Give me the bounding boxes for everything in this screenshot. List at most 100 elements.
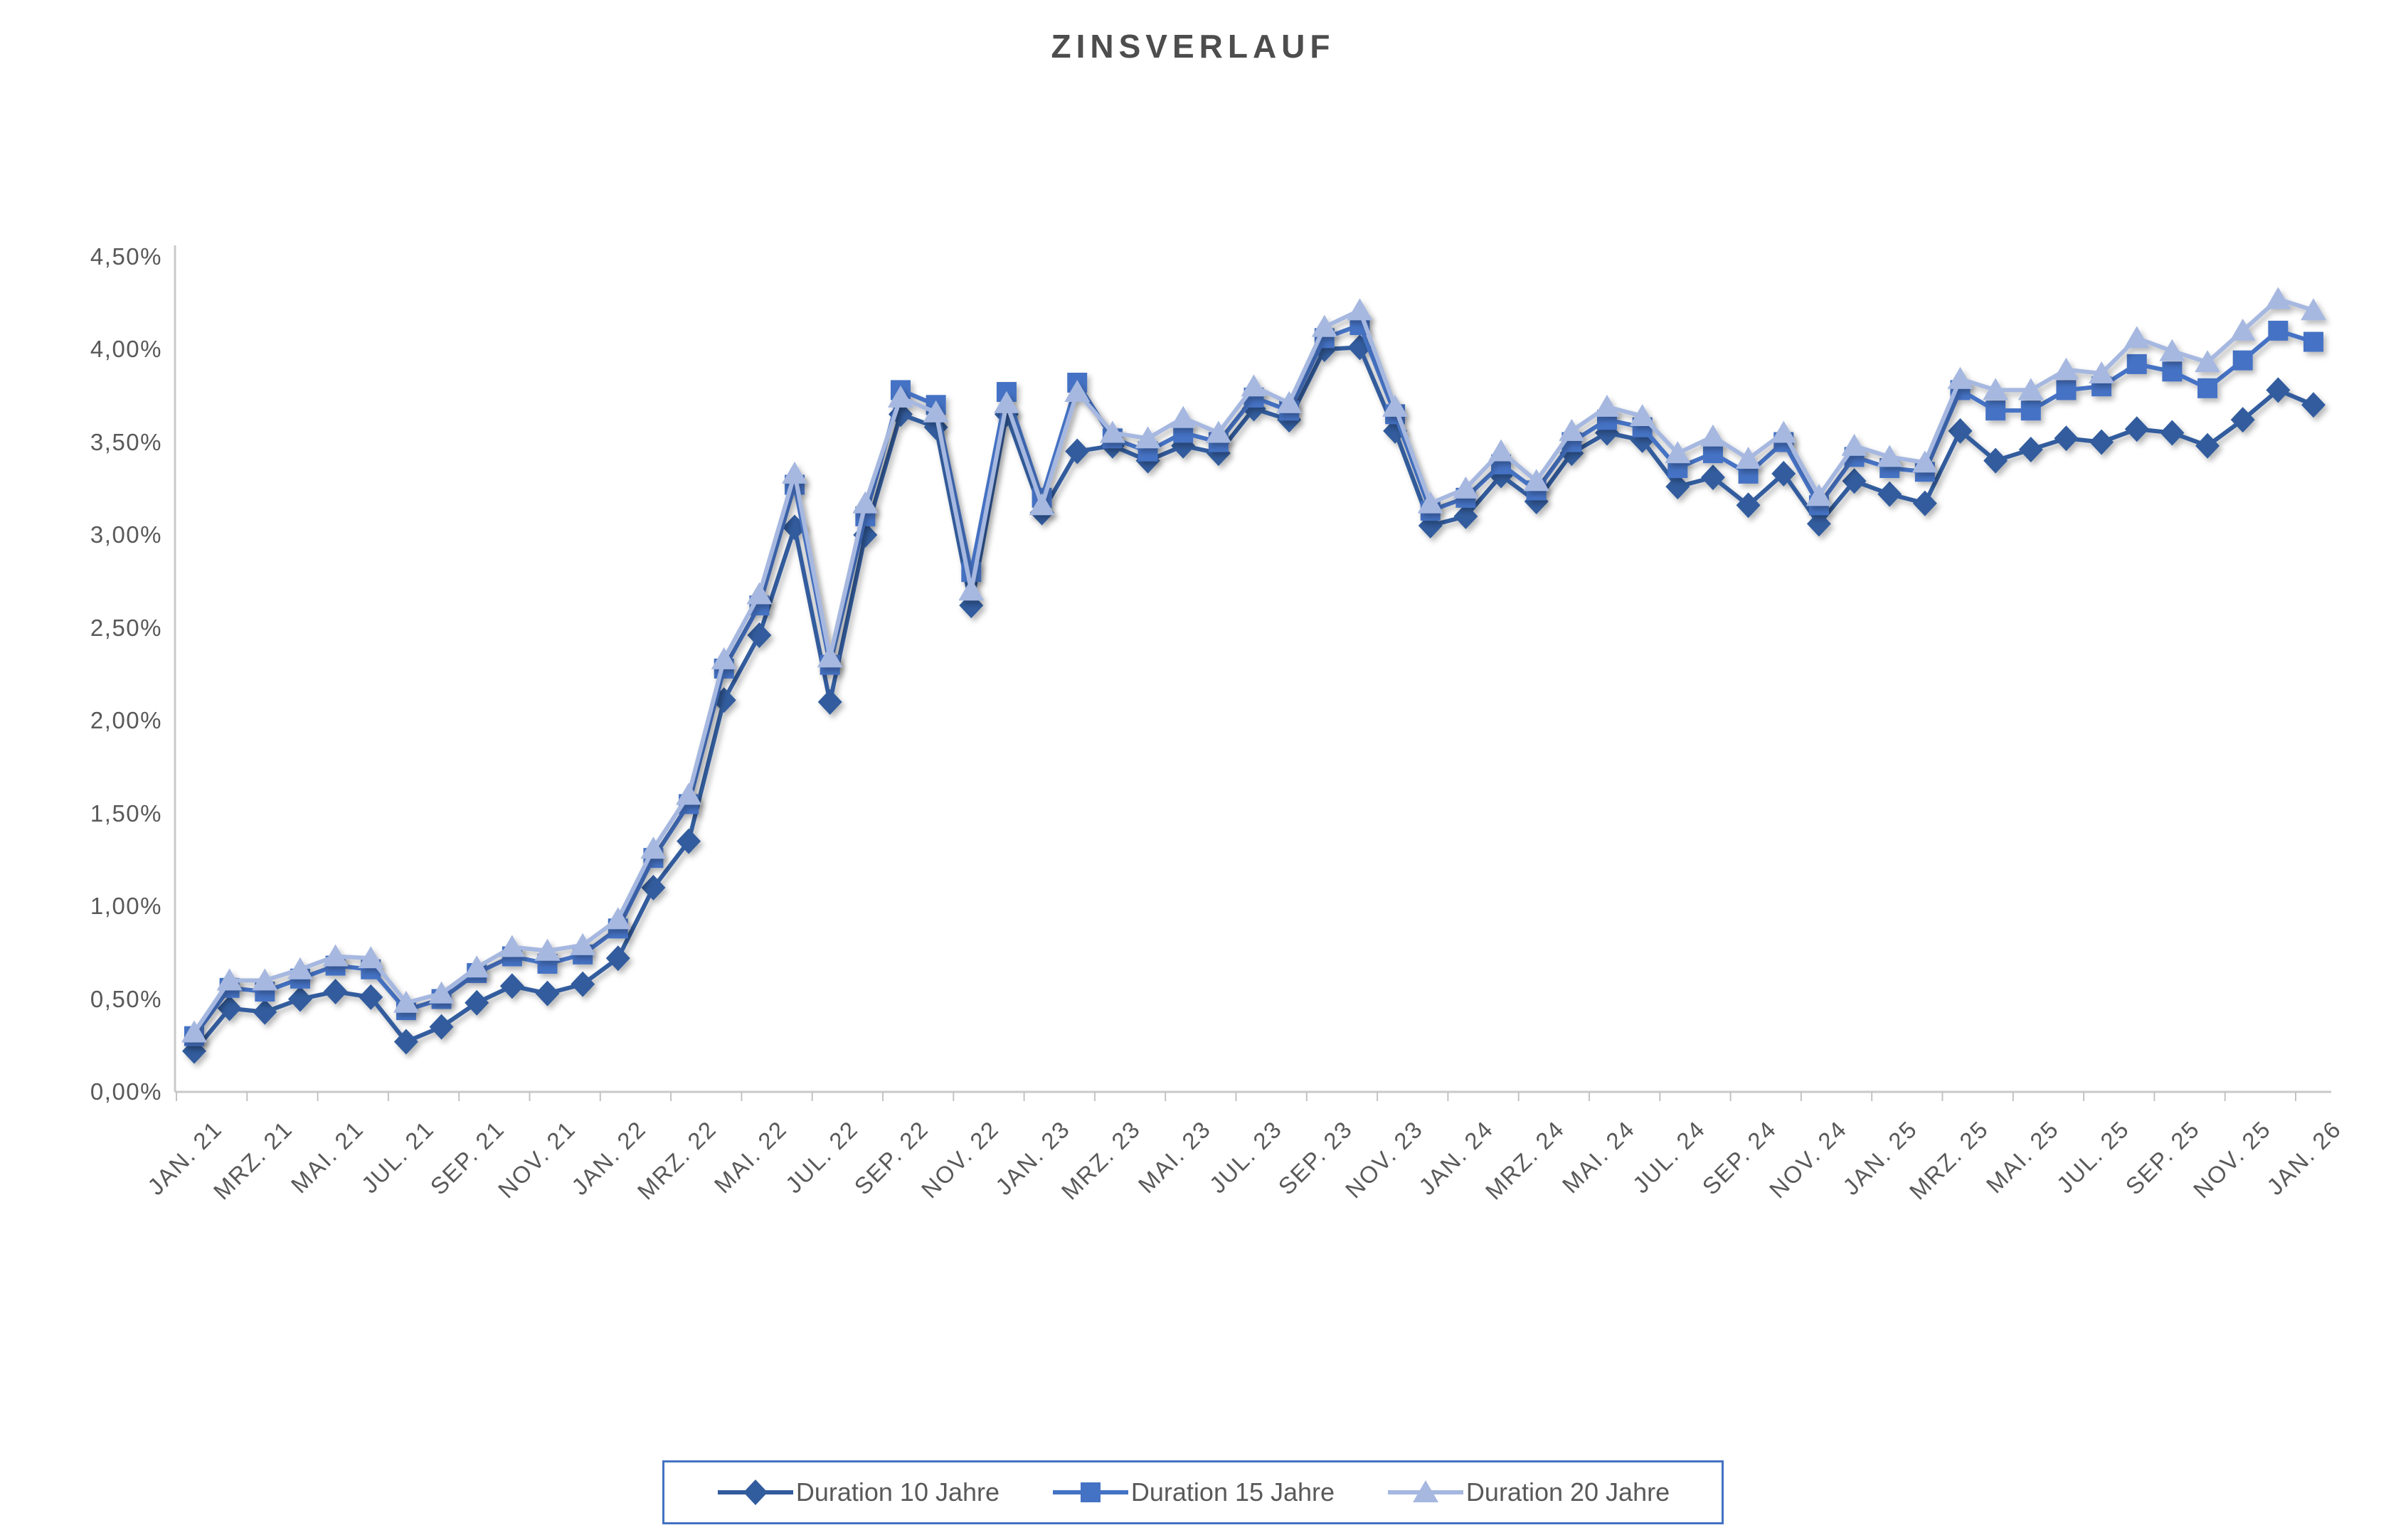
triangle-marker-icon: [1347, 298, 1373, 321]
triangle-marker-icon: [358, 946, 384, 969]
triangle-marker-icon: [2195, 350, 2221, 373]
triangle-marker-icon: [1064, 380, 1091, 403]
triangle-marker-icon: [852, 491, 879, 514]
triangle-marker-icon: [1241, 374, 1267, 397]
series-line: [192, 323, 2314, 1038]
diamond-marker-icon: [1983, 447, 2008, 474]
square-marker-icon: [2268, 320, 2289, 341]
triangle-marker-icon: [1387, 1480, 1463, 1502]
diamond-marker-icon: [605, 945, 630, 972]
axes: [174, 245, 2331, 1101]
diamond-marker-icon: [2195, 432, 2220, 459]
triangle-marker-icon: [1947, 366, 1973, 389]
triangle-marker-icon: [1629, 403, 1655, 426]
diamond-marker-icon: [499, 973, 524, 999]
triangle-marker-icon: [993, 391, 1019, 413]
triangle-marker-icon: [1099, 420, 1125, 443]
triangle-marker-icon: [1594, 394, 1620, 417]
diamond-marker-icon: [1806, 511, 1831, 537]
triangle-marker-icon: [711, 647, 737, 669]
diamond-marker-icon: [1912, 490, 1937, 516]
triangle-marker-icon: [393, 990, 419, 1013]
triangle-marker-icon: [1841, 433, 1867, 456]
triangle-marker-icon: [2229, 318, 2256, 341]
square-marker-icon: [2162, 361, 2183, 382]
square-marker-icon: [1985, 400, 2006, 421]
triangle-marker-icon: [1912, 450, 1938, 473]
diamond-marker-icon: [359, 984, 383, 1010]
diamond-marker-icon: [747, 622, 772, 648]
y-axis-label: 3,00%: [90, 521, 162, 548]
triangle-marker-icon: [2123, 326, 2150, 349]
triangle-marker-icon: [1417, 491, 1443, 514]
triangle-marker-icon: [1453, 476, 1479, 499]
triangle-marker-icon: [1523, 469, 1549, 492]
triangle-marker-icon: [1771, 420, 1797, 443]
square-marker-icon: [2056, 380, 2077, 400]
triangle-marker-icon: [782, 461, 808, 484]
triangle-marker-icon: [287, 957, 313, 979]
diamond-marker-icon: [677, 828, 701, 854]
triangle-marker-icon: [817, 645, 843, 668]
diamond-marker-icon: [323, 979, 348, 1005]
legend-item-duration-15-jahre: Duration 15 Jahre: [1051, 1475, 1335, 1509]
triangle-marker-icon: [428, 981, 455, 1004]
y-axis-label: 2,50%: [90, 614, 162, 641]
triangle-marker-icon: [1488, 439, 1515, 462]
diamond-marker-icon: [253, 999, 277, 1025]
diamond-marker-icon: [465, 989, 489, 1016]
diamond-marker-icon: [1065, 438, 1090, 464]
triangle-marker-icon: [252, 968, 278, 991]
triangle-marker-icon: [1382, 394, 1409, 417]
square-marker-icon: [2303, 331, 2323, 352]
triangle-marker-icon: [1170, 405, 1197, 428]
diamond-marker-icon: [2301, 392, 2326, 418]
y-axis-label: 2,00%: [90, 707, 162, 733]
square-marker-icon: [2020, 400, 2041, 421]
square-marker-icon: [2232, 350, 2253, 371]
triangle-marker-icon: [2053, 357, 2079, 380]
triangle-marker-icon: [1806, 484, 1832, 506]
square-marker-icon: [1702, 443, 1723, 464]
triangle-marker-icon: [464, 955, 490, 978]
y-axis-label: 1,50%: [90, 800, 162, 827]
diamond-marker-icon: [1877, 481, 1902, 507]
y-axis-label: 0,00%: [90, 1078, 162, 1105]
diamond-marker-icon: [817, 689, 842, 715]
triangle-marker-icon: [958, 578, 985, 601]
diamond-marker-icon: [1736, 492, 1761, 519]
diamond-marker-icon: [1948, 418, 1973, 444]
triangle-marker-icon: [322, 944, 349, 967]
triangle-marker-icon: [2018, 378, 2044, 400]
diamond-marker-icon: [571, 971, 595, 997]
triangle-marker-icon: [2159, 339, 2185, 361]
y-axis-label: 3,50%: [90, 428, 162, 455]
diamond-marker-icon: [287, 986, 312, 1012]
diamond-marker-icon: [1771, 460, 1796, 487]
triangle-marker-icon: [216, 968, 243, 991]
diamond-marker-icon: [535, 980, 560, 1007]
legend-label: Duration 20 Jahre: [1465, 1477, 1670, 1507]
diamond-marker-icon: [2124, 416, 2149, 442]
triangle-marker-icon: [1983, 378, 2009, 400]
triangle-marker-icon: [888, 385, 913, 408]
triangle-marker-icon: [1205, 420, 1231, 443]
diamond-marker-icon: [1665, 474, 1690, 500]
series-duration-15-jahre: [184, 315, 2323, 1046]
triangle-marker-icon: [2265, 287, 2291, 309]
triangle-marker-icon: [605, 907, 631, 930]
legend-label: Duration 10 Jahre: [795, 1477, 1000, 1507]
square-marker-icon: [2126, 354, 2147, 374]
y-axis-label: 4,50%: [90, 243, 162, 270]
diamond-marker-icon: [2018, 436, 2043, 462]
triangle-marker-icon: [640, 837, 667, 859]
chart-title: ZINSVERLAUF: [1051, 28, 1335, 65]
triangle-marker-icon: [923, 400, 949, 423]
triangle-marker-icon: [1276, 391, 1303, 413]
diamond-marker-icon: [2160, 420, 2185, 446]
triangle-marker-icon: [676, 782, 702, 805]
triangle-marker-icon: [1559, 418, 1585, 441]
diamond-marker-icon: [1700, 464, 1725, 491]
